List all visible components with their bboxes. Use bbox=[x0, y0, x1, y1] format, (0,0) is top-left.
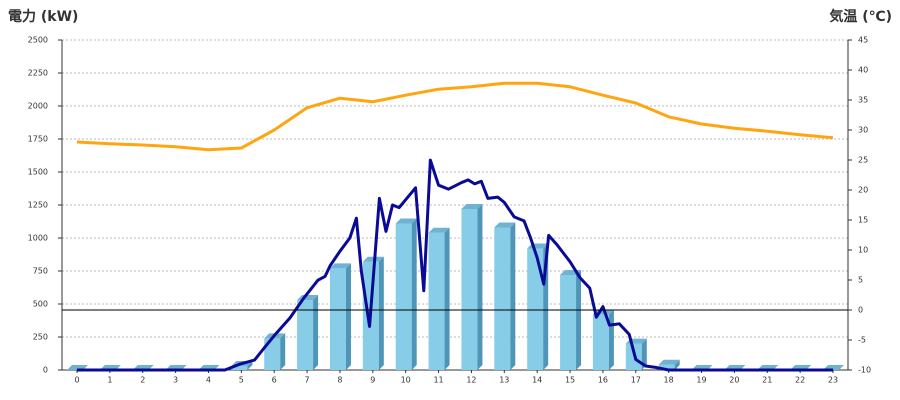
bar-top bbox=[428, 227, 450, 233]
y-tick-label: 750 bbox=[33, 267, 48, 276]
bar-side bbox=[247, 361, 253, 370]
y-tick-label: 0 bbox=[43, 366, 48, 375]
x-tick-label: 17 bbox=[631, 376, 641, 385]
bar bbox=[461, 203, 483, 370]
bar-front bbox=[329, 268, 346, 370]
left-axis-title: 電力 (kW) bbox=[8, 8, 78, 25]
bar-side bbox=[477, 203, 483, 370]
bar-front bbox=[231, 366, 248, 370]
bar bbox=[264, 333, 286, 370]
x-tick-label: 18 bbox=[664, 376, 674, 385]
x-tick-label: 4 bbox=[206, 376, 211, 385]
x-tick-label: 14 bbox=[532, 376, 542, 385]
bar-top bbox=[329, 263, 351, 269]
x-tick-label: 1 bbox=[107, 376, 112, 385]
y2-tick-label: 0 bbox=[858, 306, 863, 315]
x-tick-label: 5 bbox=[239, 376, 244, 385]
y2-tick-label: 40 bbox=[858, 66, 868, 75]
bar-side bbox=[608, 309, 614, 370]
bar bbox=[428, 227, 450, 370]
bar-top bbox=[658, 359, 680, 365]
x-tick-label: 9 bbox=[370, 376, 375, 385]
bar-front bbox=[395, 223, 412, 370]
x-tick-label: 16 bbox=[598, 376, 608, 385]
power-line bbox=[77, 158, 833, 372]
y2-tick-label: 30 bbox=[858, 126, 868, 135]
bar-front bbox=[428, 232, 445, 370]
bar-front bbox=[461, 208, 478, 370]
bar-side bbox=[444, 227, 450, 370]
y2-tick-label: 25 bbox=[858, 156, 868, 165]
bar-side bbox=[510, 222, 516, 370]
bar-front bbox=[297, 300, 314, 370]
y2-tick-label: 20 bbox=[858, 186, 868, 195]
right-axis-title: 気温 (℃) bbox=[829, 8, 892, 25]
x-tick-label: 23 bbox=[828, 376, 838, 385]
bar-side bbox=[411, 218, 417, 370]
y-tick-label: 1250 bbox=[28, 201, 48, 210]
bar bbox=[560, 269, 582, 370]
x-tick-label: 6 bbox=[272, 376, 277, 385]
y2-tick-label: 10 bbox=[858, 246, 868, 255]
x-tick-label: 3 bbox=[173, 376, 178, 385]
bar-side bbox=[674, 359, 680, 370]
y2-tick-label: 35 bbox=[858, 96, 868, 105]
bar-side bbox=[345, 263, 351, 370]
x-tick-label: 10 bbox=[401, 376, 411, 385]
y-tick-label: 1000 bbox=[28, 234, 48, 243]
y-tick-label: 1750 bbox=[28, 135, 48, 144]
bar-side bbox=[378, 256, 384, 370]
y2-tick-label: 45 bbox=[858, 36, 868, 45]
bar bbox=[297, 295, 319, 370]
bar-side bbox=[313, 295, 319, 370]
x-tick-label: 12 bbox=[466, 376, 476, 385]
y-tick-label: 250 bbox=[33, 333, 48, 342]
x-tick-label: 8 bbox=[337, 376, 342, 385]
y-tick-label: 2500 bbox=[28, 36, 48, 45]
bar-side bbox=[576, 269, 582, 370]
x-tick-label: 11 bbox=[433, 376, 443, 385]
x-tick-label: 0 bbox=[74, 376, 79, 385]
x-tick-label: 2 bbox=[140, 376, 145, 385]
bar bbox=[494, 222, 516, 370]
bar-front bbox=[658, 364, 675, 370]
bar-front bbox=[592, 314, 609, 370]
y2-tick-label: 5 bbox=[858, 276, 863, 285]
bar-side bbox=[280, 333, 286, 370]
x-tick-label: 15 bbox=[565, 376, 575, 385]
x-tick-label: 19 bbox=[696, 376, 706, 385]
bar-front bbox=[527, 248, 544, 370]
bar-top bbox=[461, 203, 483, 209]
y2-tick-label: -10 bbox=[858, 366, 871, 375]
x-tick-label: 22 bbox=[795, 376, 805, 385]
bar-top bbox=[494, 222, 516, 228]
temperature-line bbox=[76, 81, 834, 152]
y-tick-label: 500 bbox=[33, 300, 48, 309]
y-tick-label: 2250 bbox=[28, 69, 48, 78]
bar-front bbox=[560, 274, 577, 370]
y2-tick-label: -5 bbox=[858, 336, 866, 345]
x-tick-label: 21 bbox=[762, 376, 772, 385]
bar bbox=[329, 263, 351, 370]
bar-top bbox=[395, 218, 417, 224]
bar-front bbox=[264, 338, 281, 370]
x-tick-label: 13 bbox=[499, 376, 509, 385]
x-tick-label: 20 bbox=[729, 376, 739, 385]
bar bbox=[527, 243, 549, 370]
y-tick-label: 2000 bbox=[28, 102, 48, 111]
bar-front bbox=[494, 227, 511, 370]
bar bbox=[658, 359, 680, 370]
x-tick-label: 7 bbox=[305, 376, 310, 385]
bar-side bbox=[641, 338, 647, 370]
y-tick-label: 1500 bbox=[28, 168, 48, 177]
bar bbox=[395, 218, 417, 370]
y2-tick-label: 15 bbox=[858, 216, 868, 225]
